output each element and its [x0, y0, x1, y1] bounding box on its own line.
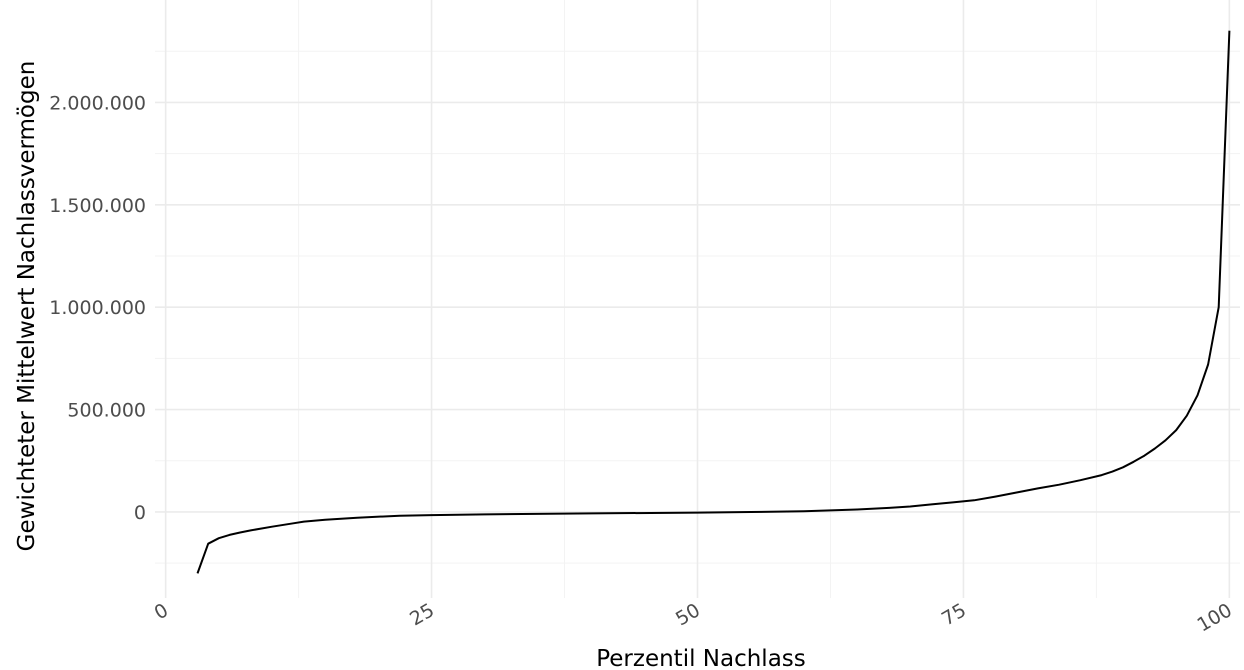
tick-labels: 0 500.000 1.000.000 1.500.000 2.000.000 0 25 50… — [49, 92, 1236, 636]
x-tick-label: 75 — [938, 599, 970, 630]
y-tick-label: 2.000.000 — [49, 92, 146, 114]
x-axis-title: Perzentil Nachlass — [596, 646, 806, 670]
y-axis-title: Gewichteter Mittelwert Nachlassvermögen — [14, 61, 40, 552]
grid-lines — [155, 0, 1240, 598]
x-tick-label: 25 — [406, 599, 438, 630]
x-tick-label: 100 — [1193, 599, 1235, 636]
y-tick-label: 500.000 — [67, 400, 146, 422]
x-tick-label: 50 — [672, 599, 704, 630]
series-line — [196, 30, 1231, 574]
y-tick-label: 0 — [134, 502, 146, 524]
x-tick-label: 0 — [151, 599, 172, 624]
y-tick-label: 1.500.000 — [49, 195, 146, 217]
series-layer — [196, 30, 1231, 574]
y-tick-label: 1.000.000 — [49, 297, 146, 319]
